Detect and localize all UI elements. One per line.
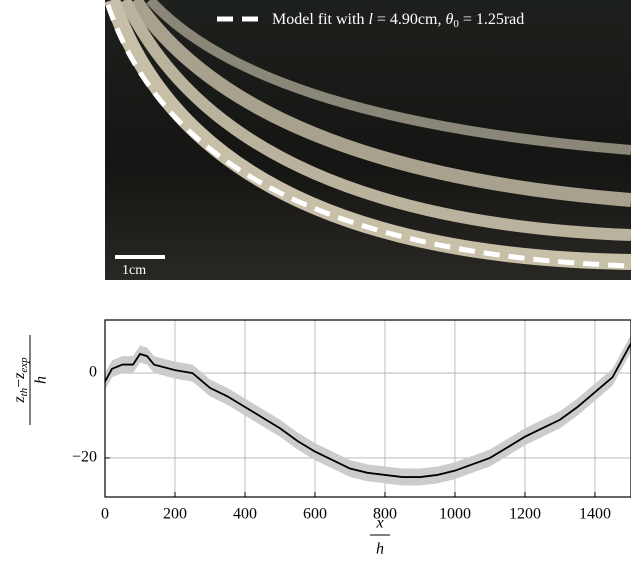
- x-label-denominator: h: [376, 541, 384, 558]
- x-tick-label: 1200: [509, 506, 541, 523]
- x-tick-label: 600: [303, 506, 327, 523]
- chart: x h zth−zexp h: [11, 335, 390, 558]
- x-tick-label: 200: [163, 506, 187, 523]
- x-label-numerator: x: [375, 515, 383, 532]
- x-tick-label: 400: [233, 506, 257, 523]
- x-tick-label: 800: [373, 506, 397, 523]
- y-label-denominator: h: [33, 376, 50, 384]
- photo: Model fit with l = 4.90cm, θ0 = 1.25rad …: [104, 0, 631, 280]
- line: [104, 342, 631, 478]
- page: [146, 0, 631, 155]
- x-tick-label: 0: [101, 506, 109, 523]
- y-label-numerator: zth−zexp: [11, 357, 30, 404]
- page: [129, 0, 631, 207]
- legend-text: Model fit with l = 4.90cm, θ0 = 1.25rad: [272, 11, 524, 30]
- y-tick-label: 0: [89, 364, 97, 381]
- y-tick-label: −20: [72, 449, 97, 466]
- model-fit-curve: [105, 4, 631, 269]
- page: [119, 0, 631, 241]
- y-label: zth−zexp h: [11, 335, 50, 425]
- plot-frame: [104, 319, 631, 498]
- x-tick-label: 1000: [439, 506, 471, 523]
- scale-bar-label: 1cm: [122, 263, 146, 278]
- x-tick-label: 1400: [579, 506, 611, 523]
- error-band: [105, 334, 631, 486]
